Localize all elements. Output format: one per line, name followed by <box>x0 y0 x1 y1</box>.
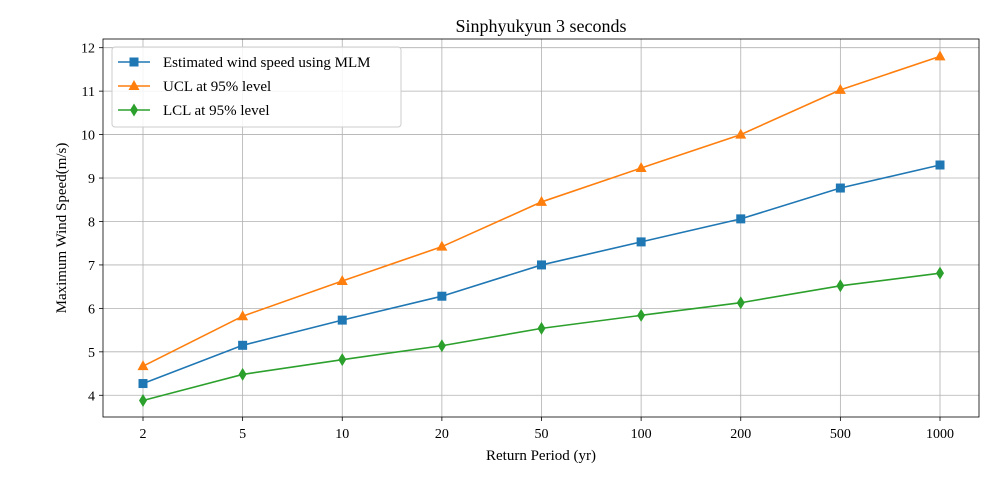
y-tick-label: 12 <box>81 42 95 57</box>
chart-title: Sinphyukyun 3 seconds <box>456 16 627 36</box>
x-tick-label: 2 <box>140 427 147 442</box>
y-tick-label: 4 <box>88 389 95 404</box>
x-tick-label: 100 <box>631 427 652 442</box>
y-axis-label: Maximum Wind Speed(m/s) <box>54 143 70 314</box>
x-tick-label: 500 <box>830 427 851 442</box>
data-point <box>238 340 248 350</box>
x-tick-label: 200 <box>730 427 751 442</box>
y-tick-label: 11 <box>82 85 95 100</box>
data-point <box>237 310 249 321</box>
legend-marker <box>130 103 138 117</box>
data-point <box>338 353 347 367</box>
legend-label: Estimated wind speed using MLM <box>163 55 370 71</box>
data-point <box>138 379 148 389</box>
data-point <box>437 291 447 301</box>
x-tick-label: 50 <box>535 427 549 442</box>
data-point <box>936 266 944 280</box>
data-point <box>137 360 149 371</box>
data-point <box>637 308 646 322</box>
data-point <box>537 321 546 335</box>
data-point <box>736 296 745 310</box>
data-point <box>337 315 347 325</box>
data-point <box>736 214 746 224</box>
legend-label: UCL at 95% level <box>163 79 271 95</box>
series-layer <box>137 50 946 407</box>
data-point <box>537 260 546 270</box>
legend-label: LCL at 95% level <box>163 103 270 119</box>
x-tick-label: 1000 <box>926 427 954 442</box>
data-point <box>836 279 845 293</box>
legend-marker <box>129 57 139 67</box>
legend-item: UCL at 95% level <box>118 79 271 95</box>
legend-box <box>111 46 402 128</box>
series-3 <box>139 266 944 407</box>
legend-item: Estimated wind speed using MLM <box>118 55 370 71</box>
series-1 <box>138 160 945 389</box>
data-point <box>139 393 147 407</box>
y-axis: 4 5 6 7 8 9 10 11 12 <box>81 42 103 404</box>
data-point <box>636 237 646 247</box>
legend: Estimated wind speed using MLM UCL at 95%… <box>111 46 402 128</box>
x-axis: 2 5 10 20 50 100 200 500 1000 <box>140 417 954 442</box>
x-tick-label: 10 <box>335 427 349 442</box>
data-point <box>935 160 945 170</box>
data-point <box>834 83 846 94</box>
y-tick-label: 10 <box>81 129 95 144</box>
data-point <box>238 367 247 381</box>
data-point <box>536 195 547 206</box>
x-axis-label: Return Period (yr) <box>486 448 596 464</box>
x-tick-label: 5 <box>239 427 246 442</box>
data-point <box>436 240 448 251</box>
x-tick-label: 20 <box>435 427 449 442</box>
data-point <box>835 183 845 193</box>
data-point <box>934 50 946 61</box>
legend-marker <box>128 80 140 90</box>
y-tick-label: 5 <box>88 346 95 361</box>
plot-area-frame <box>102 38 980 418</box>
series-2 <box>137 50 946 371</box>
y-tick-label: 7 <box>88 259 95 274</box>
legend-item: LCL at 95% level <box>118 103 270 119</box>
y-tick-label: 9 <box>88 172 95 187</box>
y-tick-label: 6 <box>88 302 95 317</box>
data-point <box>437 339 446 353</box>
data-point <box>635 162 647 173</box>
data-point <box>735 128 747 139</box>
y-tick-label: 8 <box>88 215 95 230</box>
data-point <box>336 275 348 286</box>
